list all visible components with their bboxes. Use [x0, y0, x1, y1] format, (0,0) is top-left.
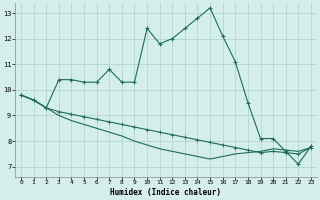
X-axis label: Humidex (Indice chaleur): Humidex (Indice chaleur) — [110, 188, 221, 197]
